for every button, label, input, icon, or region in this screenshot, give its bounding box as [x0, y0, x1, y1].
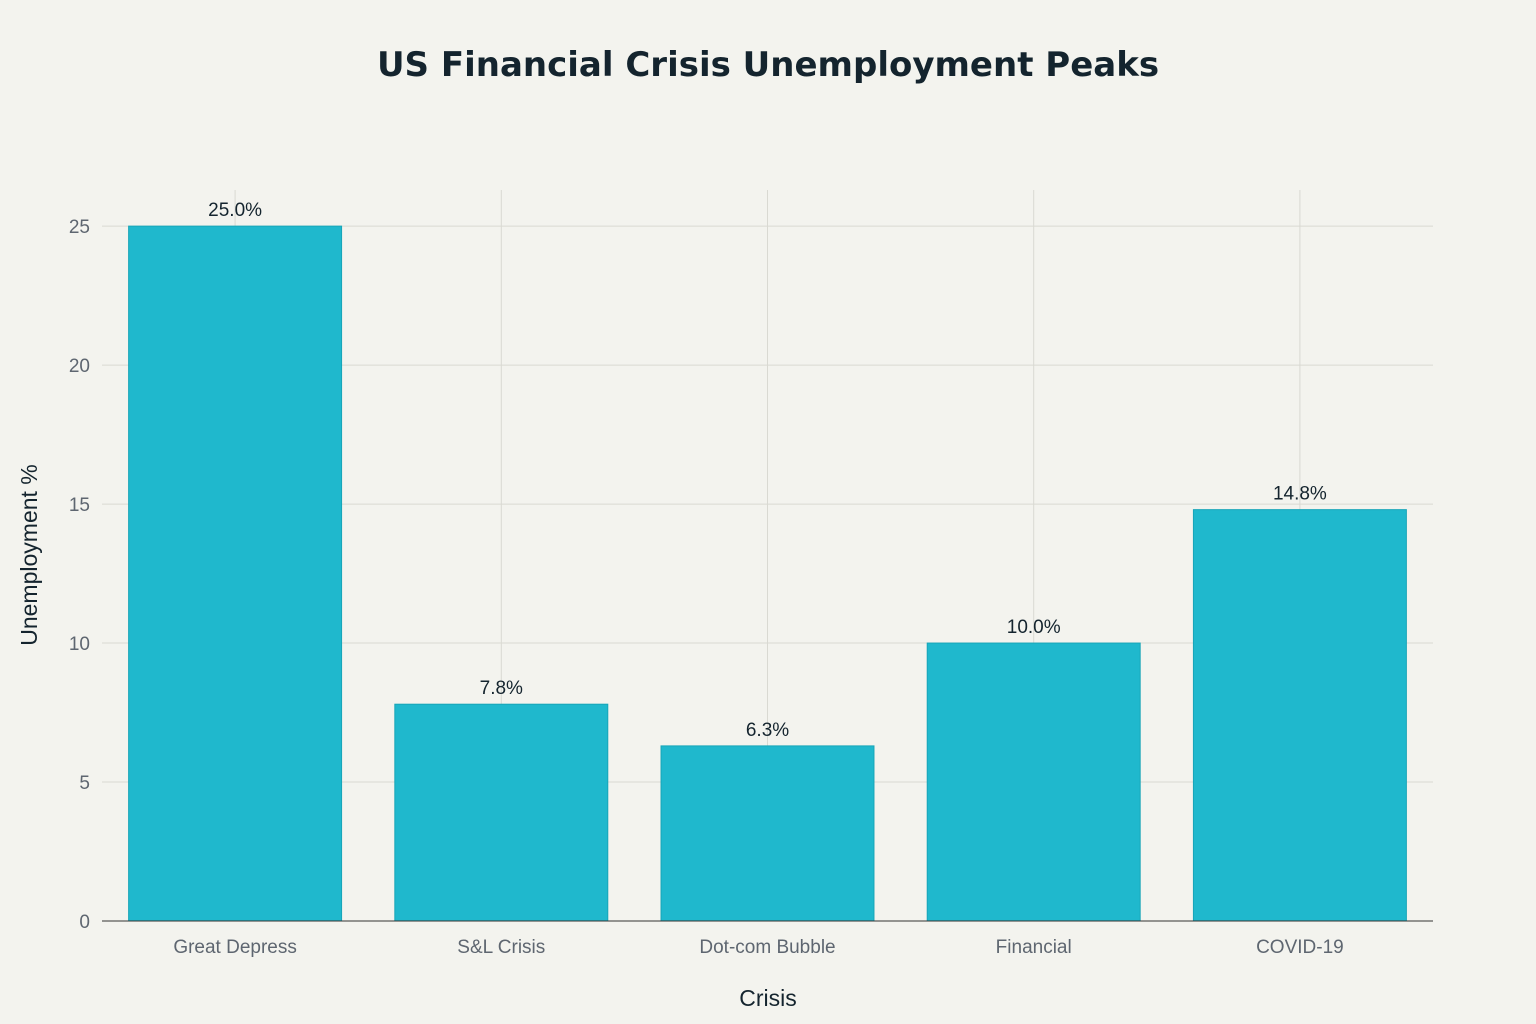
bar: [128, 225, 343, 922]
y-tick-label: 20: [69, 356, 90, 377]
x-axis-title: Crisis: [739, 985, 797, 1011]
data-label: 25.0%: [208, 200, 262, 221]
data-label: 6.3%: [746, 720, 789, 741]
x-tick-labels: Great Depress S&L Crisis Dot-com Bubble Fin…: [173, 937, 1343, 958]
x-tick-label: Great Depress: [173, 937, 297, 958]
data-label: 10.0%: [1007, 617, 1061, 638]
y-axis-title: Unemployment %: [16, 464, 42, 646]
bar: [660, 745, 875, 922]
data-label: 7.8%: [480, 678, 523, 699]
chart-title: US Financial Crisis Unemployment Peaks: [377, 45, 1159, 85]
bar: [1192, 509, 1407, 922]
bar: [926, 642, 1141, 922]
y-tick-label: 10: [69, 634, 90, 655]
bar: [394, 703, 609, 922]
y-tick-labels: 0 5 10 15 20 25: [69, 217, 90, 933]
x-tick-label: S&L Crisis: [457, 937, 545, 958]
y-tick-label: 25: [69, 217, 90, 238]
data-labels: 25.0% 7.8% 6.3% 10.0% 14.8%: [208, 200, 1327, 741]
y-tick-label: 0: [79, 912, 90, 933]
data-label: 14.8%: [1273, 484, 1327, 505]
x-tick-label: Dot-com Bubble: [699, 937, 835, 958]
x-tick-label: Financial: [996, 937, 1072, 958]
y-tick-label: 15: [69, 495, 90, 516]
x-tick-label: COVID-19: [1256, 937, 1344, 958]
y-tick-label: 5: [79, 773, 90, 794]
